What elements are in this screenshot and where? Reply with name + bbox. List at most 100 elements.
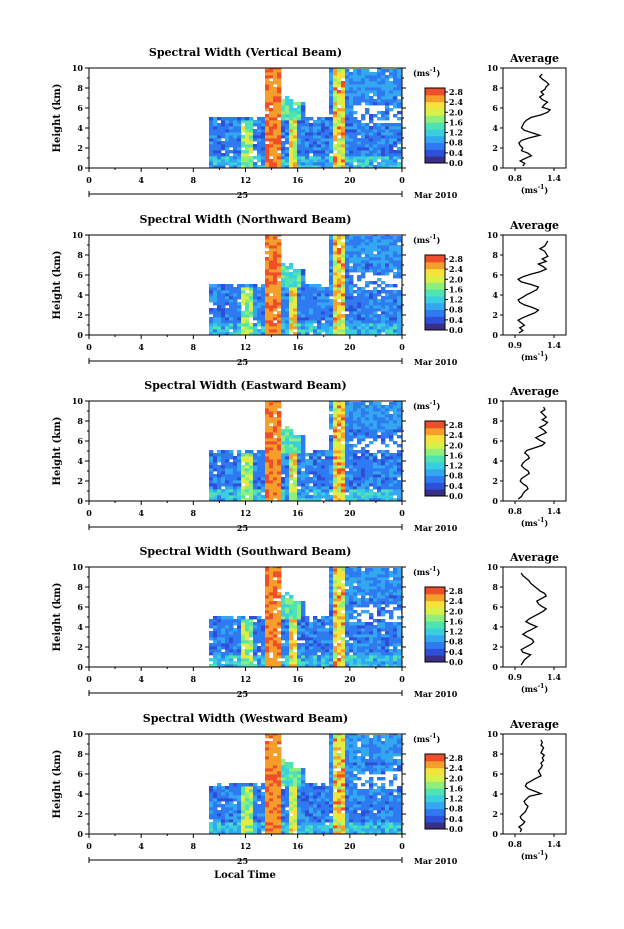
x-tick-label: 20 xyxy=(344,841,356,851)
colorbar-swatch xyxy=(425,268,445,276)
average-profile-line xyxy=(516,240,549,334)
colorbar-swatch xyxy=(425,627,445,636)
colorbar-swatch xyxy=(425,788,445,796)
average-y-tick-label: 4 xyxy=(492,456,498,466)
x-tick-label: 0 xyxy=(86,841,92,851)
average-x-tick-label: 1.4 xyxy=(547,506,561,516)
colorbar-unit-close: ) xyxy=(436,567,440,577)
colorbar-unit-exp: -1 xyxy=(430,733,437,740)
average-y-tick-label: 0 xyxy=(492,163,498,173)
average-y-tick-label: 8 xyxy=(492,416,498,426)
y-tick-label: 8 xyxy=(77,250,83,260)
colorbar-unit-exp: -1 xyxy=(430,67,437,74)
colorbar-swatch xyxy=(425,794,445,803)
heatmap-field xyxy=(209,235,402,335)
date-label: Mar 2010 xyxy=(414,190,458,200)
average-title: Average xyxy=(509,219,559,232)
colorbar-swatch xyxy=(425,781,445,789)
average-y-tick-label: 2 xyxy=(492,310,498,320)
average-y-tick-label: 4 xyxy=(492,789,498,799)
average-y-tick-label: 10 xyxy=(487,562,499,572)
y-axis-label: Height (km) xyxy=(52,750,63,819)
colorbar-unit-exp: -1 xyxy=(430,234,437,241)
colorbar-unit: (ms-1) xyxy=(413,234,440,245)
colorbar-swatch xyxy=(425,767,445,775)
x-tick-label: 12 xyxy=(240,508,251,518)
x-tick-label: 8 xyxy=(191,508,197,518)
average-profile-line xyxy=(517,739,546,833)
colorbar-swatch xyxy=(425,289,445,297)
colorbar-unit: (ms-1) xyxy=(413,400,440,411)
colorbar-tick-label: 1.6 xyxy=(449,450,463,460)
average-y-tick-label: 8 xyxy=(492,83,498,93)
average-y-tick-label: 0 xyxy=(492,330,498,340)
panel-title: Spectral Width (Northward Beam) xyxy=(140,213,352,226)
colorbar-tick-label: 2.0 xyxy=(449,606,463,616)
colorbar-swatch xyxy=(425,621,445,629)
colorbar-tick-label: 2.8 xyxy=(449,254,463,264)
average-x-label: (ms-1) xyxy=(521,351,548,362)
average-profile-line xyxy=(517,406,549,500)
x-tick-label: 16 xyxy=(292,674,304,684)
colorbar-frame xyxy=(424,254,446,331)
colorbar-tick-label: 1.6 xyxy=(449,284,463,294)
colorbar-swatch xyxy=(425,323,445,331)
average-x-label: (ms-1) xyxy=(521,683,548,694)
y-tick-label: 6 xyxy=(77,769,83,779)
colorbar-swatch xyxy=(425,774,445,782)
colorbar-tick-label: 1.2 xyxy=(449,295,463,305)
y-tick-label: 0 xyxy=(77,330,83,340)
day-label: 25 xyxy=(237,357,248,367)
date-label: Mar 2010 xyxy=(414,856,458,866)
colorbar-tick-label: 0.0 xyxy=(449,158,463,168)
colorbar-unit: (ms-1) xyxy=(413,67,440,78)
x-tick-label: 12 xyxy=(240,342,251,352)
colorbar-tick-label: 2.0 xyxy=(449,274,463,284)
y-tick-label: 4 xyxy=(77,789,83,799)
colorbar-tick-label: 0.0 xyxy=(449,325,463,335)
average-y-tick-label: 8 xyxy=(492,749,498,759)
average-y-tick-label: 8 xyxy=(492,250,498,260)
y-tick-label: 6 xyxy=(77,103,83,113)
average-x-label-close: ) xyxy=(544,684,548,694)
average-y-tick-label: 10 xyxy=(487,63,499,73)
x-axis-title: Local Time xyxy=(214,870,276,881)
colorbar-swatch xyxy=(425,275,445,283)
colorbar-frame xyxy=(424,87,446,164)
average-x-tick-label: 0.8 xyxy=(508,173,522,183)
colorbar-tick-label: 0.4 xyxy=(449,647,463,657)
colorbar-tick-label: 2.0 xyxy=(449,773,463,783)
y-tick-label: 4 xyxy=(77,123,83,133)
colorbar-tick-label: 0.0 xyxy=(449,491,463,501)
y-tick-label: 6 xyxy=(77,602,83,612)
colorbar-swatch xyxy=(425,489,445,497)
panel-title: Spectral Width (Vertical Beam) xyxy=(149,46,342,59)
average-frame xyxy=(502,400,567,502)
x-tick-label: 8 xyxy=(191,342,197,352)
x-tick-label: 0 xyxy=(86,342,92,352)
day-label: 25 xyxy=(237,523,248,533)
date-label: Mar 2010 xyxy=(414,357,458,367)
average-y-tick-label: 6 xyxy=(492,270,498,280)
colorbar-tick-label: 2.0 xyxy=(449,440,463,450)
x-tick-label: 4 xyxy=(138,342,144,352)
y-tick-label: 4 xyxy=(77,290,83,300)
colorbar-tick-label: 2.4 xyxy=(449,763,463,773)
colorbar-swatch xyxy=(425,282,445,290)
colorbar-unit-close: ) xyxy=(436,734,440,744)
average-x-tick-label: 1.4 xyxy=(547,340,561,350)
x-tick-label: 20 xyxy=(344,342,356,352)
y-tick-label: 2 xyxy=(77,476,83,486)
y-tick-label: 2 xyxy=(77,809,83,819)
x-tick-label: 12 xyxy=(240,841,251,851)
x-tick-label: 0 xyxy=(86,508,92,518)
colorbar-swatch xyxy=(425,600,445,608)
beam-panel: Spectral Width (Westward Beam) Height (km… xyxy=(52,712,567,866)
y-tick-label: 6 xyxy=(77,436,83,446)
colorbar-swatch xyxy=(425,482,445,490)
average-x-label: (ms-1) xyxy=(521,517,548,528)
x-tick-label: 20 xyxy=(344,508,356,518)
colorbar-unit-exp: -1 xyxy=(430,400,437,407)
colorbar-swatch xyxy=(425,754,445,762)
